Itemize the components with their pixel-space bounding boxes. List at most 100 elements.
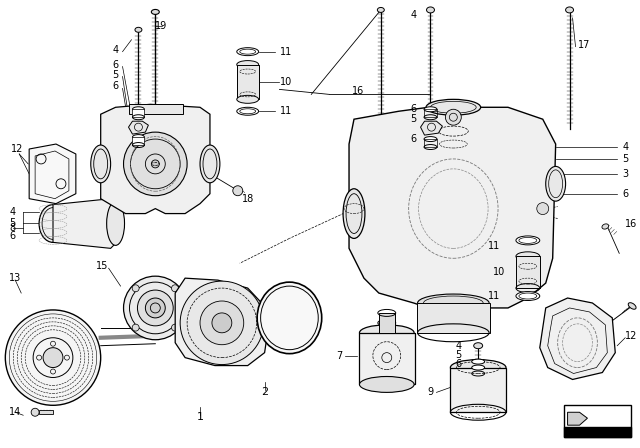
Circle shape	[172, 285, 179, 292]
Text: 10: 10	[493, 267, 505, 277]
Text: 9: 9	[428, 388, 433, 397]
Ellipse shape	[237, 47, 259, 56]
Ellipse shape	[257, 282, 322, 353]
Text: 5: 5	[410, 114, 417, 124]
Circle shape	[31, 408, 39, 416]
Ellipse shape	[602, 224, 609, 229]
Text: 11: 11	[280, 106, 292, 116]
Circle shape	[124, 132, 187, 196]
Circle shape	[145, 298, 165, 318]
Circle shape	[138, 290, 173, 326]
Ellipse shape	[516, 236, 540, 245]
Ellipse shape	[472, 359, 484, 364]
Text: 6: 6	[455, 358, 461, 369]
Text: 4: 4	[10, 207, 15, 216]
Ellipse shape	[451, 360, 506, 375]
Ellipse shape	[472, 365, 484, 370]
Polygon shape	[175, 278, 268, 366]
Ellipse shape	[426, 7, 435, 13]
Text: 1: 1	[196, 412, 204, 422]
Circle shape	[124, 276, 187, 340]
Bar	[359, 333, 415, 384]
Circle shape	[445, 109, 461, 125]
Text: 12: 12	[12, 144, 24, 154]
Bar	[132, 137, 145, 145]
Text: 4: 4	[455, 340, 461, 351]
Bar	[417, 303, 490, 333]
Ellipse shape	[107, 202, 125, 246]
Bar	[564, 427, 631, 437]
Ellipse shape	[566, 7, 573, 13]
Circle shape	[212, 313, 232, 333]
Text: 18: 18	[242, 194, 254, 204]
Circle shape	[200, 301, 244, 345]
Circle shape	[537, 202, 548, 215]
Text: 17: 17	[577, 40, 590, 50]
Polygon shape	[129, 121, 148, 134]
Ellipse shape	[39, 205, 67, 242]
Text: 11: 11	[488, 241, 500, 251]
Text: 6: 6	[622, 189, 628, 199]
Bar	[129, 104, 183, 114]
Polygon shape	[39, 410, 53, 414]
Polygon shape	[349, 107, 556, 308]
Ellipse shape	[417, 294, 489, 312]
Ellipse shape	[424, 137, 437, 142]
Circle shape	[132, 285, 139, 292]
Text: 19: 19	[156, 21, 168, 31]
Ellipse shape	[200, 145, 220, 183]
Text: 3: 3	[622, 169, 628, 179]
Text: 5: 5	[112, 69, 118, 79]
Ellipse shape	[237, 60, 259, 69]
Polygon shape	[540, 298, 615, 379]
Ellipse shape	[424, 107, 437, 112]
Ellipse shape	[516, 292, 540, 301]
Text: 6: 6	[113, 60, 118, 69]
Text: 10: 10	[280, 78, 292, 87]
Bar	[237, 65, 259, 99]
Bar	[424, 139, 438, 147]
Ellipse shape	[132, 134, 145, 140]
Text: 2: 2	[261, 388, 268, 397]
Ellipse shape	[91, 145, 111, 183]
Text: 5: 5	[10, 218, 15, 228]
Bar	[132, 109, 145, 117]
Text: 16: 16	[625, 219, 637, 228]
Text: 4: 4	[410, 10, 417, 20]
Ellipse shape	[628, 303, 636, 309]
Text: 11: 11	[488, 291, 500, 301]
Circle shape	[172, 324, 179, 331]
Text: 4: 4	[113, 45, 118, 55]
Circle shape	[180, 281, 264, 365]
Ellipse shape	[360, 376, 414, 392]
Text: 6: 6	[113, 82, 118, 91]
Ellipse shape	[360, 325, 414, 341]
Polygon shape	[420, 121, 442, 135]
Ellipse shape	[516, 252, 540, 261]
Text: 15: 15	[96, 261, 109, 271]
Text: 00144742: 00144742	[578, 439, 617, 448]
Ellipse shape	[426, 99, 481, 115]
Bar	[564, 405, 631, 437]
Polygon shape	[568, 412, 588, 425]
Text: 4: 4	[622, 142, 628, 152]
Circle shape	[233, 186, 243, 196]
Ellipse shape	[474, 343, 483, 349]
Ellipse shape	[546, 166, 566, 201]
Polygon shape	[100, 104, 210, 214]
Circle shape	[43, 348, 63, 367]
Ellipse shape	[135, 27, 142, 32]
Polygon shape	[29, 144, 76, 204]
Circle shape	[5, 310, 100, 405]
Bar	[424, 109, 438, 117]
Bar	[516, 256, 540, 288]
Text: 5: 5	[455, 349, 461, 360]
Text: 6: 6	[410, 104, 417, 114]
Ellipse shape	[343, 189, 365, 238]
Polygon shape	[53, 198, 116, 248]
Ellipse shape	[237, 107, 259, 115]
Text: 6: 6	[410, 134, 417, 144]
Text: 8: 8	[10, 224, 15, 233]
Bar	[379, 313, 395, 333]
Text: 6: 6	[10, 232, 15, 241]
